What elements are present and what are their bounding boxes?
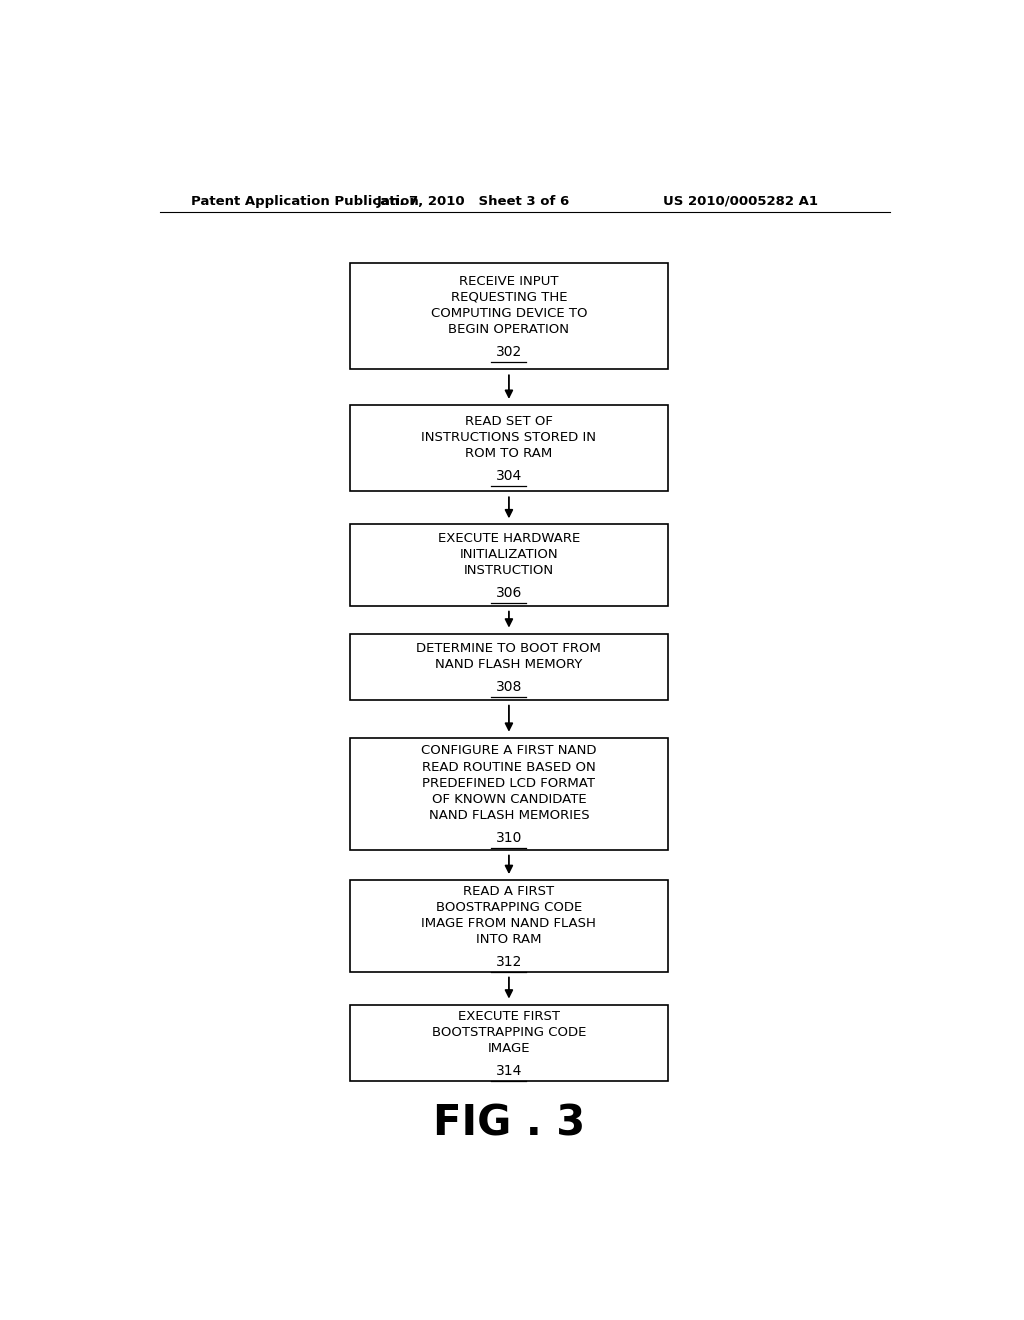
Text: READ SET OF: READ SET OF bbox=[465, 414, 553, 428]
FancyBboxPatch shape bbox=[350, 634, 668, 700]
Text: INSTRUCTIONS STORED IN: INSTRUCTIONS STORED IN bbox=[422, 432, 596, 445]
Text: BEGIN OPERATION: BEGIN OPERATION bbox=[449, 323, 569, 337]
FancyBboxPatch shape bbox=[350, 880, 668, 972]
Text: INTO RAM: INTO RAM bbox=[476, 933, 542, 946]
Text: OF KNOWN CANDIDATE: OF KNOWN CANDIDATE bbox=[431, 793, 587, 807]
Text: BOOSTRAPPING CODE: BOOSTRAPPING CODE bbox=[436, 900, 582, 913]
Text: INITIALIZATION: INITIALIZATION bbox=[460, 548, 558, 561]
FancyBboxPatch shape bbox=[350, 263, 668, 370]
Text: IMAGE: IMAGE bbox=[487, 1041, 530, 1055]
Text: FIG . 3: FIG . 3 bbox=[433, 1104, 585, 1144]
FancyBboxPatch shape bbox=[350, 738, 668, 850]
Text: RECEIVE INPUT: RECEIVE INPUT bbox=[459, 275, 559, 288]
Text: IMAGE FROM NAND FLASH: IMAGE FROM NAND FLASH bbox=[422, 917, 596, 931]
Text: CONFIGURE A FIRST NAND: CONFIGURE A FIRST NAND bbox=[421, 744, 597, 758]
Text: REQUESTING THE: REQUESTING THE bbox=[451, 290, 567, 304]
Text: 306: 306 bbox=[496, 586, 522, 601]
Text: 308: 308 bbox=[496, 680, 522, 694]
Text: ROM TO RAM: ROM TO RAM bbox=[465, 447, 553, 461]
Text: INSTRUCTION: INSTRUCTION bbox=[464, 565, 554, 577]
FancyBboxPatch shape bbox=[350, 1005, 668, 1081]
Text: READ ROUTINE BASED ON: READ ROUTINE BASED ON bbox=[422, 760, 596, 774]
Text: DETERMINE TO BOOT FROM: DETERMINE TO BOOT FROM bbox=[417, 642, 601, 655]
FancyBboxPatch shape bbox=[350, 405, 668, 491]
Text: 302: 302 bbox=[496, 346, 522, 359]
Text: NAND FLASH MEMORIES: NAND FLASH MEMORIES bbox=[429, 809, 589, 822]
Text: READ A FIRST: READ A FIRST bbox=[464, 884, 554, 898]
Text: Patent Application Publication: Patent Application Publication bbox=[191, 194, 419, 207]
Text: COMPUTING DEVICE TO: COMPUTING DEVICE TO bbox=[431, 308, 587, 321]
FancyBboxPatch shape bbox=[350, 524, 668, 606]
Text: NAND FLASH MEMORY: NAND FLASH MEMORY bbox=[435, 657, 583, 671]
Text: Jan. 7, 2010   Sheet 3 of 6: Jan. 7, 2010 Sheet 3 of 6 bbox=[377, 194, 569, 207]
Text: US 2010/0005282 A1: US 2010/0005282 A1 bbox=[664, 194, 818, 207]
Text: 314: 314 bbox=[496, 1064, 522, 1078]
Text: BOOTSTRAPPING CODE: BOOTSTRAPPING CODE bbox=[432, 1026, 586, 1039]
Text: 304: 304 bbox=[496, 470, 522, 483]
Text: PREDEFINED LCD FORMAT: PREDEFINED LCD FORMAT bbox=[423, 776, 595, 789]
Text: EXECUTE HARDWARE: EXECUTE HARDWARE bbox=[438, 532, 580, 545]
Text: 312: 312 bbox=[496, 956, 522, 969]
Text: 310: 310 bbox=[496, 832, 522, 845]
Text: EXECUTE FIRST: EXECUTE FIRST bbox=[458, 1010, 560, 1023]
